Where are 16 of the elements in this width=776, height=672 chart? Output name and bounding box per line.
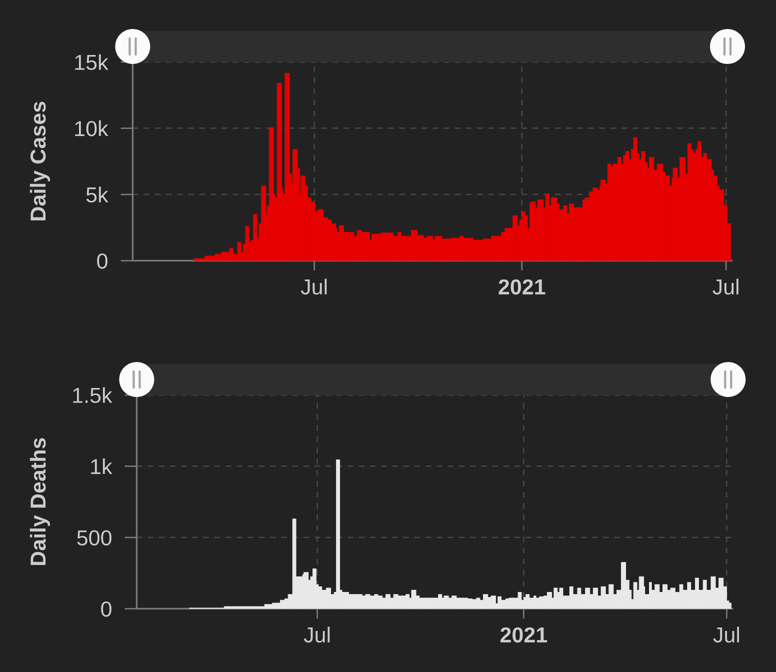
- y-tick-label: 15k: [75, 54, 108, 70]
- y-tick-label: 1.5k: [73, 387, 112, 404]
- x-tick-label: Jul: [713, 626, 740, 643]
- x-tick-label: Jul: [300, 278, 327, 295]
- y-axis-title: Daily Deaths: [30, 438, 50, 566]
- y-tick-label: 0: [97, 253, 108, 269]
- y-tick-label: 5k: [86, 186, 108, 202]
- x-tick-label: Jul: [712, 278, 738, 295]
- x-tick-label: 2021: [500, 627, 548, 643]
- y-tick-label: 1k: [91, 458, 112, 474]
- y-tick-label: 10k: [75, 120, 108, 136]
- x-tick-label: 2021: [498, 279, 546, 295]
- y-axis-title: Daily Cases: [30, 102, 50, 220]
- y-tick-label: 0: [101, 601, 112, 617]
- y-tick-label: 500: [77, 530, 112, 546]
- x-tick-label: Jul: [304, 626, 330, 643]
